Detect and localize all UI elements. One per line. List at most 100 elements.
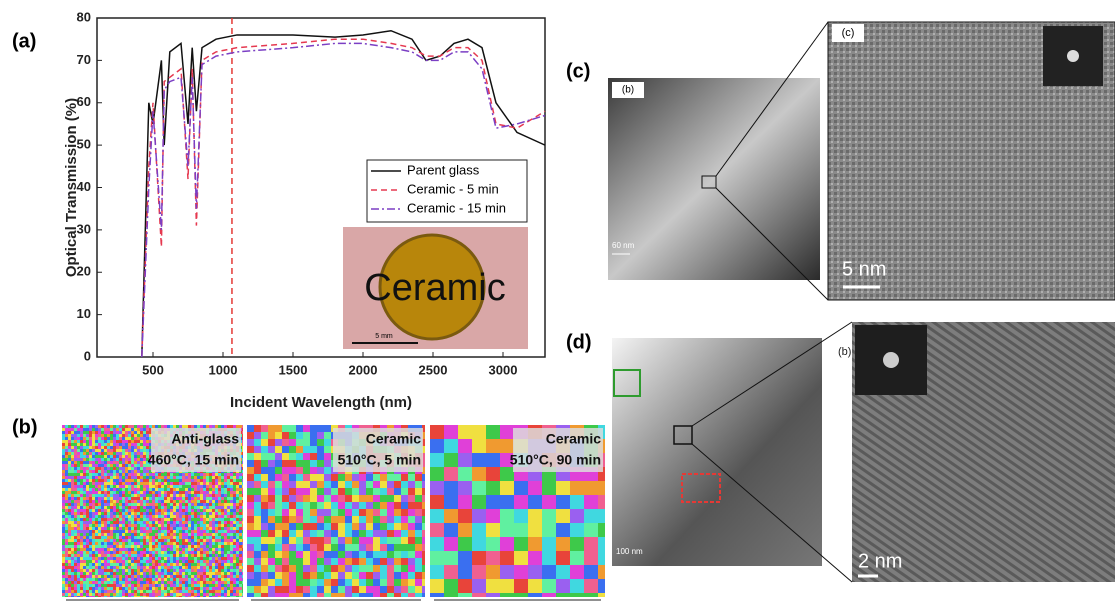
grain bbox=[80, 491, 83, 494]
grain bbox=[89, 488, 92, 491]
grain bbox=[125, 536, 128, 539]
grain bbox=[137, 431, 140, 434]
grain bbox=[80, 524, 83, 527]
grain bbox=[472, 523, 486, 537]
grain bbox=[242, 557, 243, 560]
grain bbox=[239, 566, 242, 569]
grain bbox=[197, 587, 200, 590]
grain bbox=[161, 554, 164, 557]
grain bbox=[107, 467, 110, 470]
grain bbox=[128, 581, 131, 584]
grain bbox=[422, 586, 425, 593]
grain bbox=[107, 479, 110, 482]
grain bbox=[152, 563, 155, 566]
grain bbox=[408, 558, 415, 565]
grain bbox=[185, 515, 188, 518]
grain bbox=[155, 545, 158, 548]
grain bbox=[119, 485, 122, 488]
grain bbox=[444, 453, 458, 467]
grain bbox=[179, 509, 182, 512]
grain bbox=[131, 545, 134, 548]
grain bbox=[528, 565, 542, 579]
grain bbox=[170, 473, 173, 476]
grain bbox=[584, 509, 598, 523]
grain bbox=[134, 578, 137, 581]
grain bbox=[62, 428, 65, 431]
grain bbox=[107, 569, 110, 572]
grain bbox=[92, 440, 95, 443]
grain bbox=[584, 579, 598, 593]
grain bbox=[215, 575, 218, 578]
grain bbox=[119, 428, 122, 431]
grain bbox=[173, 503, 176, 506]
grain bbox=[140, 512, 143, 515]
grain bbox=[158, 539, 161, 542]
grain bbox=[86, 575, 89, 578]
grain bbox=[125, 524, 128, 527]
grain bbox=[122, 506, 125, 509]
grain bbox=[146, 485, 149, 488]
grain bbox=[122, 581, 125, 584]
grain bbox=[71, 470, 74, 473]
grain bbox=[185, 593, 188, 596]
grain bbox=[101, 554, 104, 557]
grain bbox=[236, 497, 239, 500]
grain bbox=[83, 575, 86, 578]
grain bbox=[173, 596, 176, 597]
grain bbox=[239, 500, 242, 503]
grain bbox=[65, 512, 68, 515]
grain bbox=[173, 491, 176, 494]
grain bbox=[218, 479, 221, 482]
grain bbox=[80, 563, 83, 566]
grain bbox=[422, 544, 425, 551]
grain bbox=[113, 557, 116, 560]
grain bbox=[230, 575, 233, 578]
grain bbox=[134, 554, 137, 557]
grain bbox=[230, 479, 233, 482]
grain bbox=[542, 565, 556, 579]
grain bbox=[104, 470, 107, 473]
grain bbox=[472, 537, 486, 551]
grain bbox=[227, 572, 230, 575]
grain bbox=[140, 539, 143, 542]
grain bbox=[155, 476, 158, 479]
grain bbox=[167, 566, 170, 569]
grain bbox=[352, 565, 359, 572]
grain bbox=[113, 485, 116, 488]
grain bbox=[101, 524, 104, 527]
grain bbox=[77, 488, 80, 491]
grain bbox=[173, 581, 176, 584]
grain bbox=[62, 533, 65, 536]
grain bbox=[401, 572, 408, 579]
grain bbox=[239, 506, 242, 509]
grain bbox=[149, 488, 152, 491]
grain bbox=[98, 584, 101, 587]
grain bbox=[200, 581, 203, 584]
grain bbox=[486, 593, 500, 597]
grain bbox=[140, 524, 143, 527]
grain bbox=[80, 464, 83, 467]
grain bbox=[224, 554, 227, 557]
grain bbox=[104, 476, 107, 479]
grain bbox=[215, 476, 218, 479]
grain bbox=[155, 533, 158, 536]
grain bbox=[158, 488, 161, 491]
grain bbox=[514, 537, 528, 551]
grain bbox=[203, 545, 206, 548]
grain bbox=[247, 453, 254, 460]
grain bbox=[230, 506, 233, 509]
grain bbox=[182, 551, 185, 554]
grain bbox=[542, 537, 556, 551]
grain bbox=[146, 518, 149, 521]
tag-box bbox=[832, 24, 864, 42]
grain bbox=[317, 446, 324, 453]
grain bbox=[74, 533, 77, 536]
grain bbox=[227, 512, 230, 515]
grain bbox=[131, 476, 134, 479]
grain bbox=[268, 495, 275, 502]
grain bbox=[191, 497, 194, 500]
grain bbox=[197, 593, 200, 596]
grain bbox=[317, 432, 324, 439]
grain bbox=[268, 530, 275, 537]
grain bbox=[62, 566, 65, 569]
